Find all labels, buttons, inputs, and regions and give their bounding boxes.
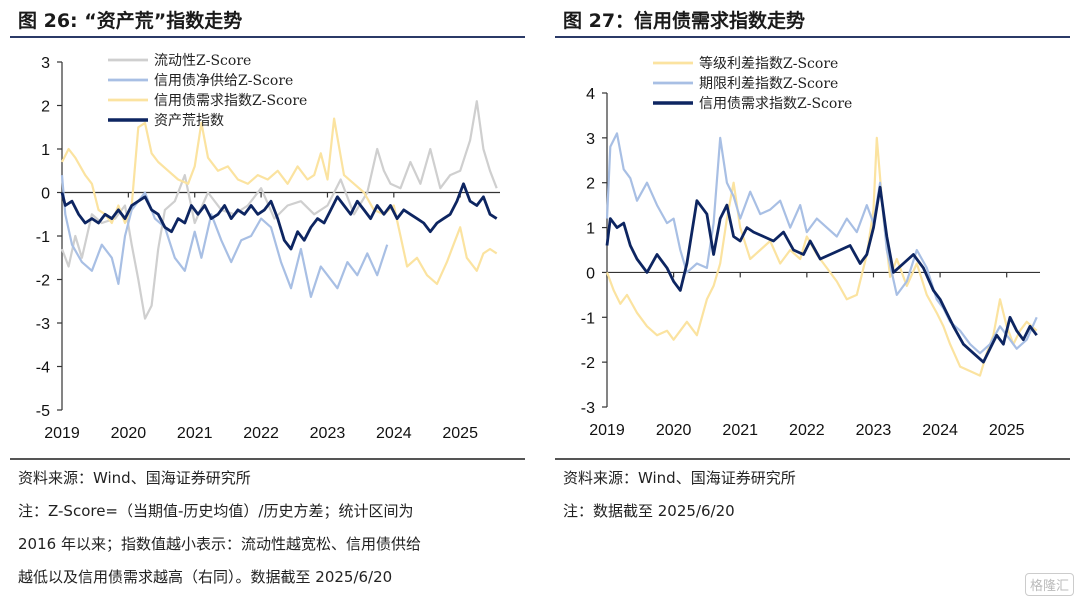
- series-line-1: [605, 136, 1038, 377]
- y-tick-label: -3: [581, 400, 595, 417]
- y-tick-label: 3: [586, 131, 595, 148]
- series-line-2: [605, 132, 1038, 355]
- y-tick-label: 1: [41, 142, 50, 159]
- y-tick-label: 3: [41, 55, 50, 72]
- y-tick-label: -3: [36, 316, 50, 333]
- left-bottom-rule: [10, 458, 525, 460]
- watermark-logo: 格隆汇: [1024, 573, 1074, 596]
- right-chart-title: 图 27：信用债需求指数走势: [563, 10, 806, 32]
- y-tick-label: 2: [586, 176, 595, 193]
- left-note-line-2: 2016 年以来；指数值越小表示：流动性越宽松、信用债供给: [18, 535, 421, 553]
- series-line-2: [60, 175, 389, 298]
- left-note-line-1: 注：Z-Score=（当期值-历史均值）/历史方差；统计区间为: [18, 502, 414, 520]
- x-tick-label: 2022: [789, 422, 825, 439]
- right-bottom-rule: [555, 458, 1070, 460]
- left-source: 资料来源：Wind、国海证券研究所: [18, 469, 251, 487]
- legend-label: 信用债净供给Z-Score: [154, 73, 293, 89]
- y-tick-label: -1: [581, 310, 595, 327]
- x-tick-label: 2025: [989, 422, 1025, 439]
- legend-label: 资产荒指数: [154, 113, 224, 129]
- legend-label: 信用债需求指数Z-Score: [699, 96, 852, 112]
- y-tick-label: 2: [41, 99, 50, 116]
- x-tick-label: 2019: [589, 422, 625, 439]
- x-tick-label: 2021: [722, 422, 758, 439]
- series-line-1: [60, 100, 498, 320]
- right-line-chart: 4 3 2 1 0 -1 -2 -3 2019 2020 2021 2022 2023 2024 2025 等…: [581, 55, 1040, 439]
- x-tick-label: 2025: [442, 425, 478, 442]
- x-tick-label: 2019: [44, 425, 80, 442]
- x-tick-label: 2023: [856, 422, 892, 439]
- x-tick-label: 2023: [310, 425, 346, 442]
- right-note-line-1: 注：数据截至 2025/6/20: [563, 502, 735, 520]
- y-tick-label: 0: [586, 265, 595, 282]
- y-tick-label: -1: [36, 229, 50, 246]
- left-chart-title: 图 26: “资产荒”指数走势: [18, 10, 243, 32]
- left-note-line-3: 越低以及信用债需求越高（右同）。数据截至 2025/6/20: [18, 568, 393, 586]
- left-line-chart: 3 2 1 0 -1 -2 -3 -4 -5 2019 2020 2021 2022 2023 2024 20…: [36, 53, 500, 442]
- series-line-3: [605, 185, 1038, 364]
- series-line-3: [61, 117, 498, 285]
- x-tick-label: 2020: [656, 422, 692, 439]
- y-tick-label: 4: [586, 86, 595, 103]
- legend-label: 等级利差指数Z-Score: [699, 55, 838, 72]
- x-tick-label: 2024: [376, 425, 412, 442]
- x-tick-label: 2024: [922, 422, 958, 439]
- legend-label: 流动性Z-Score: [154, 53, 251, 69]
- legend-label: 信用债需求指数Z-Score: [154, 93, 307, 109]
- y-tick-label: -2: [581, 355, 595, 372]
- x-tick-label: 2020: [111, 425, 147, 442]
- y-tick-label: 1: [586, 221, 595, 238]
- y-tick-label: -5: [36, 403, 50, 420]
- x-tick-label: 2022: [243, 425, 279, 442]
- series-line-4: [60, 182, 498, 251]
- x-tick-label: 2021: [177, 425, 213, 442]
- left-notes: 资料来源：Wind、国海证券研究所 注：Z-Score=（当期值-历史均值）/历…: [18, 462, 421, 594]
- y-tick-label: -4: [36, 360, 50, 377]
- right-source: 资料来源：Wind、国海证券研究所: [563, 469, 796, 487]
- legend-label: 期限利差指数Z-Score: [699, 76, 838, 92]
- y-tick-label: -2: [36, 273, 50, 290]
- y-tick-label: 0: [41, 186, 50, 203]
- right-title-rule: [555, 36, 1070, 38]
- left-title-rule: [10, 36, 525, 38]
- right-notes: 资料来源：Wind、国海证券研究所 注：数据截至 2025/6/20: [563, 462, 796, 528]
